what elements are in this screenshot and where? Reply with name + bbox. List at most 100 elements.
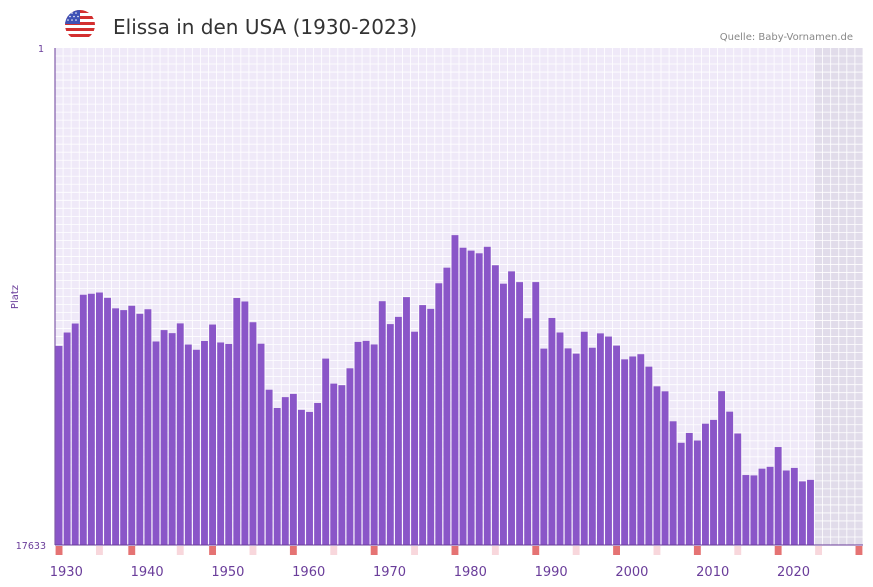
bar-1935[interactable]: [104, 297, 111, 545]
marker-strong-1938: [128, 546, 136, 555]
bar-1965[interactable]: [346, 368, 354, 545]
bar-1955[interactable]: [265, 389, 273, 545]
bar-1992[interactable]: [564, 348, 572, 545]
bar-2018[interactable]: [774, 447, 782, 545]
bar-1970[interactable]: [386, 324, 394, 545]
bar-1964[interactable]: [338, 385, 346, 545]
bar-1972[interactable]: [403, 297, 410, 545]
bar-1988[interactable]: [532, 282, 540, 545]
bar-2013[interactable]: [734, 433, 742, 545]
bar-1939[interactable]: [136, 313, 144, 545]
bar-1999[interactable]: [621, 359, 629, 545]
bar-2021[interactable]: [798, 481, 806, 545]
bar-1991[interactable]: [556, 332, 564, 545]
bar-1986[interactable]: [516, 282, 524, 545]
bar-2002[interactable]: [645, 366, 653, 545]
bar-1948[interactable]: [209, 324, 216, 545]
bar-1967[interactable]: [362, 340, 370, 545]
bar-1973[interactable]: [411, 331, 418, 545]
bar-1930[interactable]: [63, 332, 71, 545]
bar-2009[interactable]: [702, 423, 709, 545]
bar-2006[interactable]: [677, 442, 685, 545]
bar-1966[interactable]: [354, 341, 362, 545]
bar-1952[interactable]: [241, 301, 249, 545]
bar-2008[interactable]: [693, 440, 701, 545]
bar-1940[interactable]: [144, 309, 152, 545]
marker-light-2013: [734, 546, 742, 555]
bar-2019[interactable]: [782, 470, 790, 545]
bar-1958[interactable]: [289, 393, 297, 545]
marker-light-1963: [330, 546, 338, 555]
bar-2001[interactable]: [637, 354, 645, 545]
bar-1932[interactable]: [79, 294, 87, 545]
bar-1953[interactable]: [249, 322, 257, 545]
bar-1959[interactable]: [298, 409, 305, 545]
x-tick-label-1990: 1990: [535, 565, 568, 580]
bar-1962[interactable]: [322, 358, 330, 545]
bar-1996[interactable]: [596, 333, 604, 545]
bar-1981[interactable]: [475, 253, 483, 545]
bar-2016[interactable]: [758, 468, 766, 545]
bar-1974[interactable]: [419, 305, 427, 545]
bar-1949[interactable]: [217, 342, 225, 545]
bar-1943[interactable]: [168, 333, 176, 545]
bar-1933[interactable]: [87, 293, 95, 545]
bar-1936[interactable]: [112, 308, 120, 545]
bar-1997[interactable]: [605, 336, 612, 545]
bar-1957[interactable]: [281, 397, 289, 545]
bar-1954[interactable]: [257, 343, 265, 545]
bar-2004[interactable]: [661, 391, 669, 545]
bar-2003[interactable]: [653, 386, 661, 545]
bar-2000[interactable]: [629, 356, 637, 545]
bar-1975[interactable]: [427, 308, 435, 545]
bar-2010[interactable]: [710, 419, 717, 545]
bar-1978[interactable]: [451, 235, 459, 546]
bar-1950[interactable]: [225, 343, 233, 545]
bar-1976[interactable]: [435, 283, 443, 545]
bar-1938[interactable]: [128, 305, 136, 545]
bar-1969[interactable]: [378, 301, 386, 545]
bar-1951[interactable]: [233, 298, 241, 545]
bar-2011[interactable]: [718, 391, 726, 545]
bar-1945[interactable]: [184, 344, 192, 545]
bar-1982[interactable]: [483, 246, 491, 545]
bar-2020[interactable]: [790, 467, 798, 545]
bar-2017[interactable]: [766, 466, 774, 545]
bar-1980[interactable]: [467, 250, 475, 545]
bar-1984[interactable]: [500, 283, 507, 545]
bar-1941[interactable]: [152, 341, 160, 545]
bar-1979[interactable]: [459, 247, 467, 545]
bar-1963[interactable]: [330, 383, 338, 545]
bar-1993[interactable]: [572, 353, 580, 545]
bar-2007[interactable]: [685, 432, 693, 545]
bar-1971[interactable]: [394, 316, 402, 545]
bar-2005[interactable]: [669, 421, 677, 545]
bar-1968[interactable]: [370, 344, 378, 545]
bar-1960[interactable]: [306, 411, 313, 545]
bar-1995[interactable]: [588, 347, 596, 545]
bar-1931[interactable]: [71, 323, 79, 545]
bar-1961[interactable]: [314, 403, 322, 545]
bar-1946[interactable]: [192, 349, 200, 545]
bar-2015[interactable]: [750, 475, 758, 545]
bar-1942[interactable]: [160, 330, 168, 545]
bar-2012[interactable]: [726, 411, 734, 545]
bar-1994[interactable]: [580, 331, 588, 545]
bar-1937[interactable]: [120, 310, 128, 545]
bar-1998[interactable]: [613, 345, 620, 545]
bar-1977[interactable]: [443, 267, 451, 545]
bar-1956[interactable]: [273, 408, 281, 545]
bar-1990[interactable]: [548, 317, 556, 545]
bar-1929[interactable]: [55, 345, 63, 545]
bar-2022[interactable]: [807, 479, 814, 545]
marker-strong-1968: [370, 546, 378, 555]
bar-1934[interactable]: [96, 292, 103, 545]
bar-2014[interactable]: [742, 475, 750, 545]
bar-1983[interactable]: [491, 265, 499, 545]
bar-1947[interactable]: [201, 341, 208, 545]
bar-1989[interactable]: [540, 348, 548, 545]
marker-strong-2008: [693, 546, 701, 555]
bar-1985[interactable]: [508, 271, 515, 545]
bar-1944[interactable]: [176, 323, 184, 545]
bar-1987[interactable]: [524, 318, 532, 545]
